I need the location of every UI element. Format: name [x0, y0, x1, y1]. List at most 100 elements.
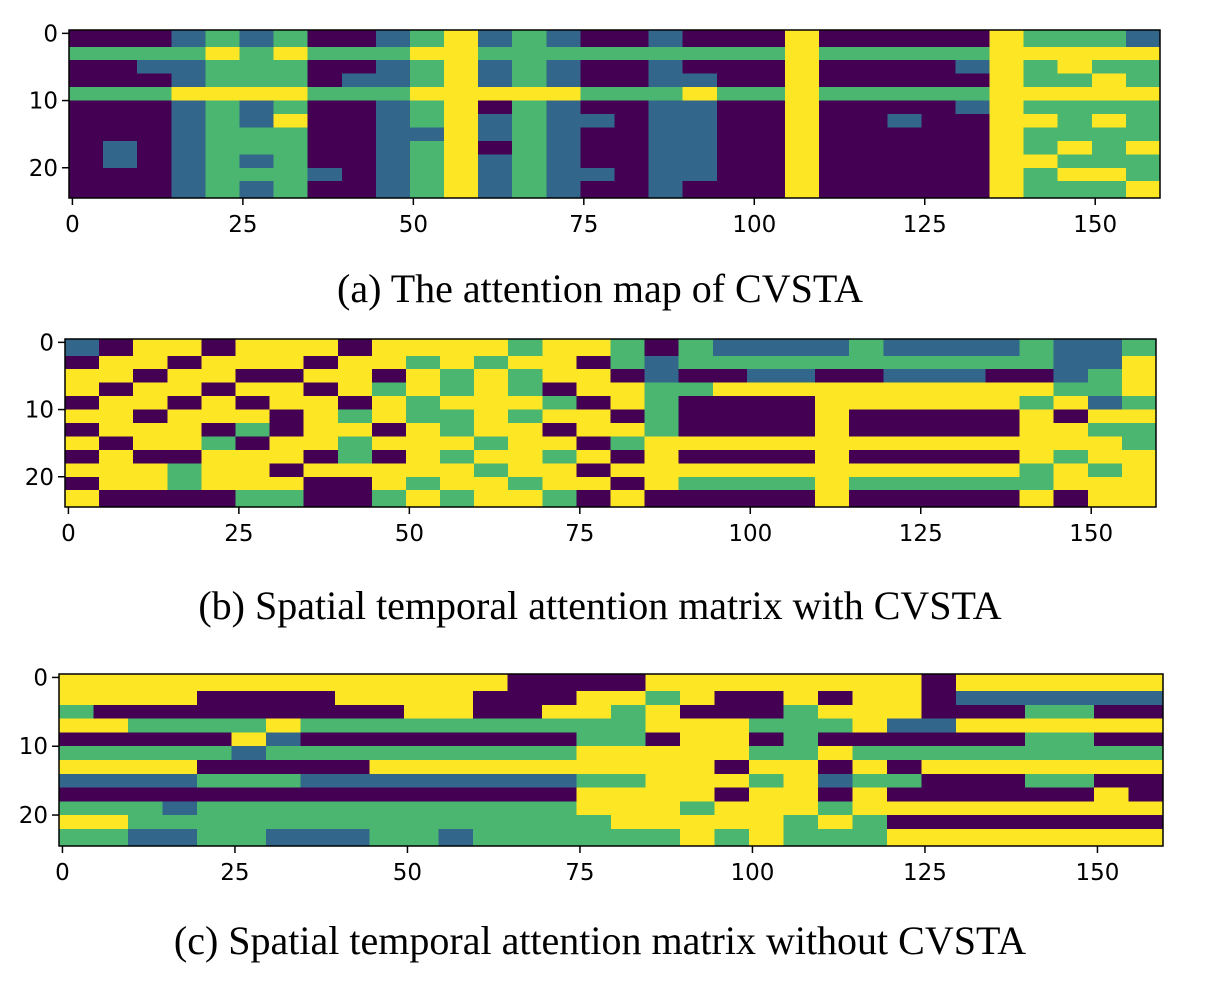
heatmap-cell [714, 801, 750, 816]
heatmap-cell [273, 140, 309, 155]
heatmap-cell [341, 181, 377, 199]
heatmap-cell [1023, 114, 1059, 128]
heatmap-cell [341, 127, 377, 142]
heatmap-cell [546, 140, 581, 155]
heatmap-cell [750, 46, 786, 61]
heatmap-cell [985, 396, 1021, 410]
heatmap-cell [610, 382, 645, 397]
heatmap-cell [162, 674, 198, 692]
heatmap-cell [852, 773, 888, 788]
heatmap-cell [680, 828, 715, 847]
heatmap-cell [239, 114, 274, 128]
heatmap-cell [99, 339, 134, 357]
heatmap-cell [921, 60, 956, 75]
heatmap-cell [849, 369, 884, 384]
heatmap-cell [985, 490, 1021, 508]
heatmap-cell [887, 773, 922, 788]
heatmap-cell [404, 674, 439, 692]
heatmap-cell [1057, 73, 1093, 88]
heatmap-cell [307, 167, 343, 182]
heatmap-cell [714, 674, 750, 692]
heatmap-cell [951, 339, 986, 357]
heatmap-cell [235, 490, 270, 508]
heatmap-cell [1053, 476, 1089, 491]
heatmap-cell [883, 369, 918, 384]
heatmap-cell [507, 760, 543, 775]
heatmap-cell [1053, 339, 1089, 357]
heatmap-cell [576, 382, 611, 397]
heatmap-cell [507, 674, 543, 692]
heatmap-cell [239, 87, 274, 101]
heatmap-cell [508, 463, 543, 478]
heatmap-cell [678, 339, 714, 357]
heatmap-cell [956, 691, 991, 706]
heatmap-cell [171, 167, 206, 182]
heatmap-cell [59, 674, 94, 692]
heatmap-cell [750, 100, 786, 115]
heatmap-cell [852, 828, 888, 847]
heatmap-cell [921, 100, 956, 115]
heatmap-cell [887, 718, 922, 733]
heatmap-cell [405, 436, 441, 451]
heatmap-cell [546, 60, 581, 75]
heatmap-cell [371, 409, 407, 424]
heatmap-cell [103, 46, 138, 61]
heatmap-cell [614, 154, 649, 169]
heatmap-cell [1057, 46, 1093, 61]
heatmap-cell [546, 114, 581, 128]
heatmap-cell [444, 154, 479, 169]
heatmap-cell [93, 746, 129, 761]
heatmap-cell [1019, 463, 1055, 478]
heatmap-cell [546, 127, 581, 142]
heatmap-cell [716, 30, 752, 48]
heatmap-cell [542, 396, 577, 410]
heatmap-cell [69, 87, 104, 101]
heatmap-cell [546, 87, 581, 101]
heatmap-cell [438, 746, 474, 761]
heatmap-cell [375, 140, 411, 155]
heatmap-cell [300, 801, 336, 816]
heatmap-cell [780, 339, 816, 357]
heatmap-cell [269, 463, 305, 478]
heatmap-cell [59, 691, 94, 706]
heatmap-cell [300, 828, 336, 847]
heatmap-cell [1053, 449, 1089, 464]
heatmap-cell [1059, 746, 1095, 761]
heatmap-cell [1057, 167, 1093, 182]
y-tick-label: 10 [29, 89, 58, 115]
heatmap-cell [852, 815, 888, 830]
heatmap-cell [1053, 423, 1089, 437]
heatmap-cell [917, 382, 952, 397]
heatmap-cell [1087, 382, 1123, 397]
heatmap-cell [303, 490, 339, 508]
heatmap-cell [375, 87, 411, 101]
heatmap-cell [474, 382, 509, 397]
heatmap-cell [682, 140, 718, 155]
heatmap-cell [815, 396, 850, 410]
heatmap-cell [128, 828, 163, 847]
heatmap-cell [716, 154, 752, 169]
heatmap-cell [648, 87, 684, 101]
heatmap-cell [137, 127, 172, 142]
heatmap-cell [335, 718, 370, 733]
heatmap-cell [951, 382, 986, 397]
heatmap-cell [610, 490, 645, 508]
heatmap-cell [337, 490, 373, 508]
heatmap-cell [1019, 339, 1055, 357]
heatmap-cell [273, 181, 309, 199]
heatmap-cell [444, 140, 479, 155]
heatmap-cell [167, 463, 202, 478]
heatmap-cell [746, 382, 782, 397]
heatmap-cell [1125, 114, 1161, 128]
heatmap-cell [1053, 369, 1089, 384]
heatmap-cell [956, 746, 991, 761]
heatmap-cell [780, 476, 816, 491]
heatmap-cell [648, 60, 684, 75]
heatmap-cell [444, 167, 479, 182]
heatmap-cell [750, 167, 786, 182]
heatmap-cell [235, 476, 270, 491]
heatmap-cell [512, 140, 547, 155]
heatmap-cell [231, 760, 267, 775]
heatmap-cell [955, 154, 990, 169]
heatmap-cell [990, 801, 1026, 816]
